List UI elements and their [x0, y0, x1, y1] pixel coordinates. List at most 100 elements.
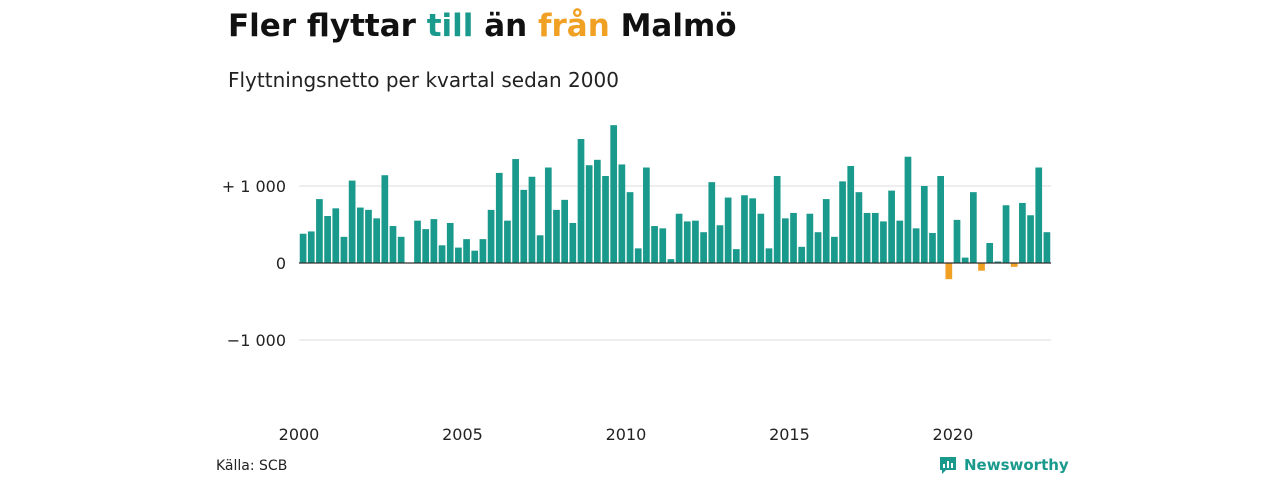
bar-2015-Q2 [798, 246, 806, 263]
bar-2007-Q2 [536, 235, 544, 263]
bar-2019-Q1 [920, 186, 928, 263]
bar-2012-Q1 [692, 220, 699, 263]
bar-2001-Q2 [340, 236, 348, 263]
bar-2007-Q1 [528, 176, 536, 263]
bar-2003-Q1 [397, 236, 405, 263]
bar-2020-Q3 [970, 192, 977, 263]
bar-2015-Q1 [790, 212, 797, 263]
bar-2011-Q2 [667, 259, 675, 263]
bar-2022-Q2 [1027, 215, 1034, 263]
bar-2001-Q4 [356, 207, 364, 263]
bars [299, 125, 1051, 280]
bar-2008-Q2 [569, 222, 577, 263]
bar-2002-Q1 [365, 209, 372, 263]
bar-2013-Q1 [724, 197, 732, 263]
bar-2001-Q1 [332, 208, 340, 263]
bar-2012-Q2 [700, 232, 707, 263]
bar-2017-Q2 [863, 212, 871, 263]
bar-2006-Q2 [504, 220, 511, 263]
bar-2014-Q3 [773, 175, 781, 263]
bar-2016-Q3 [839, 181, 846, 263]
bar-2002-Q4 [389, 226, 397, 263]
bar-2021-Q4 [1010, 263, 1018, 267]
bar-2000-Q2 [307, 231, 315, 263]
bar-2012-Q3 [708, 182, 716, 263]
title-highlight-out: från [538, 8, 610, 44]
bar-2005-Q2 [471, 250, 479, 263]
bar-2006-Q3 [512, 159, 519, 263]
bar-2015-Q3 [806, 213, 814, 263]
bar-2002-Q2 [373, 218, 380, 263]
bar-2006-Q1 [495, 172, 503, 263]
bar-2009-Q3 [610, 125, 618, 263]
bar-2021-Q2 [994, 261, 1002, 263]
bar-chart: + 1 000 0 −1 000 2000 2005 2010 2015 2020 [222, 125, 1051, 444]
bar-2000-Q3 [316, 199, 323, 263]
chart-subtitle: Flyttningsnetto per kvartal sedan 2000 [228, 68, 619, 92]
bar-2020-Q1 [953, 219, 961, 263]
bar-2015-Q4 [814, 232, 822, 263]
bar-2020-Q4 [978, 263, 985, 271]
bar-2016-Q2 [831, 236, 838, 263]
y-tick-label: + 1 000 [222, 177, 286, 196]
x-tick-label: 2010 [606, 425, 647, 444]
bar-2004-Q1 [430, 219, 438, 263]
title-highlight-in: till [426, 8, 474, 44]
bar-2000-Q1 [299, 233, 307, 263]
bar-2013-Q3 [741, 195, 748, 263]
bar-2007-Q3 [544, 167, 552, 263]
bar-2014-Q1 [757, 213, 765, 263]
brand-name: Newsworthy [964, 456, 1069, 474]
bar-2018-Q3 [904, 156, 912, 263]
bar-2009-Q4 [618, 164, 626, 263]
bar-2010-Q1 [626, 192, 634, 263]
bar-2011-Q3 [675, 213, 683, 263]
bar-2011-Q1 [659, 228, 667, 263]
x-axis-labels: 2000 2005 2010 2015 2020 [279, 425, 974, 444]
bar-2005-Q3 [479, 239, 487, 263]
title-part-1: Fler flyttar [228, 8, 427, 44]
x-tick-label: 2020 [933, 425, 974, 444]
source-note: Källa: SCB [216, 458, 288, 474]
bar-2014-Q4 [782, 218, 789, 263]
bar-2000-Q4 [324, 216, 331, 263]
bar-2009-Q2 [602, 175, 609, 263]
y-tick-label: −1 000 [227, 331, 286, 350]
bar-2017-Q1 [855, 192, 863, 263]
newsworthy-logo-icon [940, 457, 956, 474]
bar-2010-Q4 [651, 226, 658, 263]
bar-2018-Q2 [896, 220, 904, 263]
bar-2013-Q4 [749, 198, 756, 263]
bar-2003-Q4 [422, 229, 430, 263]
bar-2021-Q1 [986, 242, 994, 263]
bar-2022-Q1 [1019, 202, 1026, 263]
bar-2008-Q1 [561, 199, 568, 263]
bar-2011-Q4 [683, 221, 691, 263]
bar-2008-Q4 [585, 165, 593, 263]
bar-2016-Q1 [822, 199, 830, 263]
bar-2006-Q4 [520, 189, 528, 263]
bar-2020-Q2 [961, 257, 969, 263]
bar-2016-Q4 [847, 165, 855, 263]
x-tick-label: 2000 [279, 425, 320, 444]
bar-2012-Q4 [716, 225, 724, 263]
chart-title: Fler flyttar till än från Malmö [228, 8, 737, 44]
bar-2019-Q4 [945, 263, 953, 280]
bar-2014-Q2 [765, 248, 773, 263]
bar-2019-Q2 [929, 232, 936, 263]
y-axis-labels: + 1 000 0 −1 000 [222, 177, 286, 350]
bar-2017-Q4 [880, 221, 887, 263]
bar-2022-Q3 [1035, 167, 1043, 263]
bar-2022-Q4 [1043, 232, 1051, 263]
bar-2005-Q1 [463, 239, 470, 263]
bar-2021-Q3 [1002, 205, 1010, 263]
bar-2013-Q2 [732, 249, 740, 263]
bar-2001-Q3 [348, 180, 356, 263]
x-tick-label: 2015 [769, 425, 810, 444]
bar-2010-Q3 [643, 167, 650, 263]
bar-2017-Q3 [871, 212, 879, 263]
bar-2002-Q3 [381, 175, 389, 263]
y-tick-label: 0 [276, 254, 286, 273]
title-part-3: Malmö [609, 8, 737, 44]
x-tick-label: 2005 [442, 425, 483, 444]
